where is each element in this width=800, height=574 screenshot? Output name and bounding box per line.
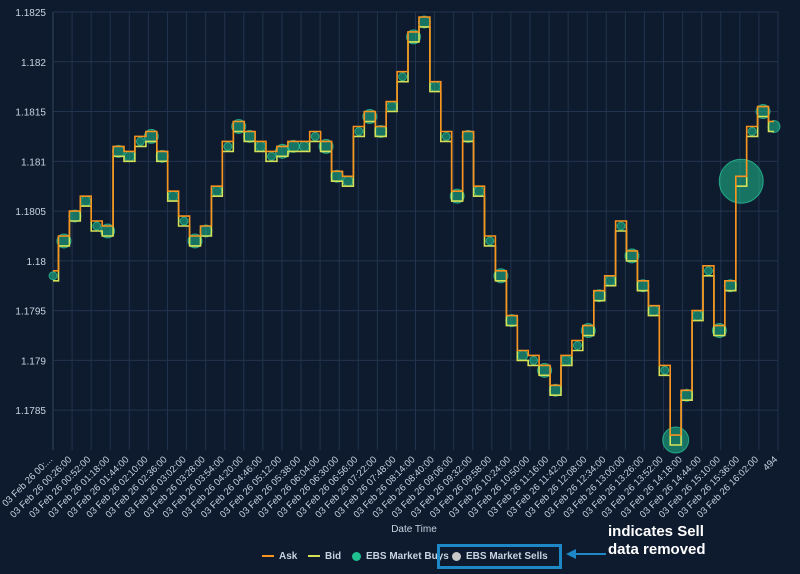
buy-marker	[473, 185, 485, 197]
y-tick-label: 1.1825	[15, 8, 46, 19]
buy-marker	[179, 216, 189, 226]
buy-marker	[92, 221, 102, 231]
series-lines	[53, 16, 774, 446]
buy-marker	[703, 266, 713, 276]
buy-marker	[223, 141, 233, 151]
buy-marker	[310, 131, 320, 141]
annotation-note: indicates Sell data removed	[608, 523, 706, 558]
buy-marker	[485, 236, 495, 246]
buy-marker	[342, 175, 354, 187]
buy-marker	[167, 190, 179, 202]
buy-marker	[517, 349, 529, 361]
chart-grid	[52, 11, 779, 450]
y-tick-label: 1.18	[27, 257, 47, 268]
buy-marker	[255, 140, 267, 152]
buy-marker	[298, 140, 310, 152]
ask-swatch	[262, 555, 274, 557]
y-tick-label: 1.182	[21, 58, 46, 69]
buy-marker	[406, 29, 421, 45]
buy-marker	[718, 158, 764, 204]
bid-swatch	[308, 555, 320, 557]
legend-item-bid[interactable]: Bid	[308, 549, 341, 563]
buy-marker	[624, 248, 640, 264]
sells-swatch	[452, 551, 461, 561]
legend-sells-label: EBS Market Sells	[466, 550, 548, 562]
x-axis-title: Date Time	[391, 524, 437, 535]
x-tick-label: 494	[761, 454, 780, 473]
buy-marker	[755, 104, 771, 120]
buy-marker	[187, 233, 203, 249]
buy-marker	[572, 340, 582, 350]
buy-marker	[580, 323, 596, 339]
bid-line	[53, 26, 774, 446]
buy-marker	[604, 275, 616, 287]
buys-markers	[48, 15, 781, 454]
buy-marker	[135, 136, 145, 146]
buy-marker	[48, 271, 58, 281]
buy-marker	[692, 310, 704, 322]
y-tick-label: 1.1795	[15, 307, 46, 318]
ask-line	[53, 16, 774, 436]
buy-marker	[441, 131, 451, 141]
buy-marker	[529, 355, 539, 365]
buys-swatch	[352, 551, 361, 561]
buy-marker	[648, 305, 660, 317]
buy-marker	[662, 426, 690, 454]
buy-marker	[616, 221, 626, 231]
y-tick-label: 1.181	[21, 157, 46, 168]
y-tick-label: 1.1805	[15, 207, 46, 218]
y-tick-label: 1.179	[21, 356, 46, 367]
buy-marker	[80, 195, 92, 207]
y-tick-label: 1.1785	[15, 406, 46, 417]
y-axis-ticks: 1.1825 1.182 1.1815 1.181 1.1805 1.18 1.1795 1.…	[15, 8, 46, 417]
annotation-arrow-icon	[566, 549, 606, 559]
buy-marker	[354, 126, 364, 136]
legend-bid-label: Bid	[325, 550, 342, 562]
buy-marker	[318, 138, 334, 154]
sells-highlight-box	[437, 544, 562, 569]
buy-marker	[493, 268, 509, 284]
legend-ask-label: Ask	[279, 550, 298, 562]
legend-item-ask[interactable]: Ask	[262, 549, 297, 563]
buy-marker	[747, 126, 757, 136]
buy-marker	[386, 101, 398, 113]
legend-buys-label: EBS Market Buys	[366, 550, 449, 562]
buy-marker	[362, 109, 378, 125]
buy-marker	[537, 362, 553, 378]
buy-marker	[660, 365, 670, 375]
buy-marker	[711, 323, 727, 339]
buy-marker	[449, 188, 465, 204]
legend-item-sells[interactable]: EBS Market Sells	[452, 549, 548, 563]
legend-item-buys[interactable]: EBS Market Buys	[352, 549, 449, 563]
buy-marker	[560, 354, 572, 366]
buy-marker	[123, 150, 135, 162]
buy-marker	[398, 72, 408, 82]
buy-marker	[266, 151, 276, 161]
buy-marker	[56, 233, 72, 249]
buy-marker	[429, 81, 441, 93]
buy-marker	[231, 118, 247, 134]
y-tick-label: 1.1815	[15, 108, 46, 119]
buy-marker	[211, 185, 223, 197]
